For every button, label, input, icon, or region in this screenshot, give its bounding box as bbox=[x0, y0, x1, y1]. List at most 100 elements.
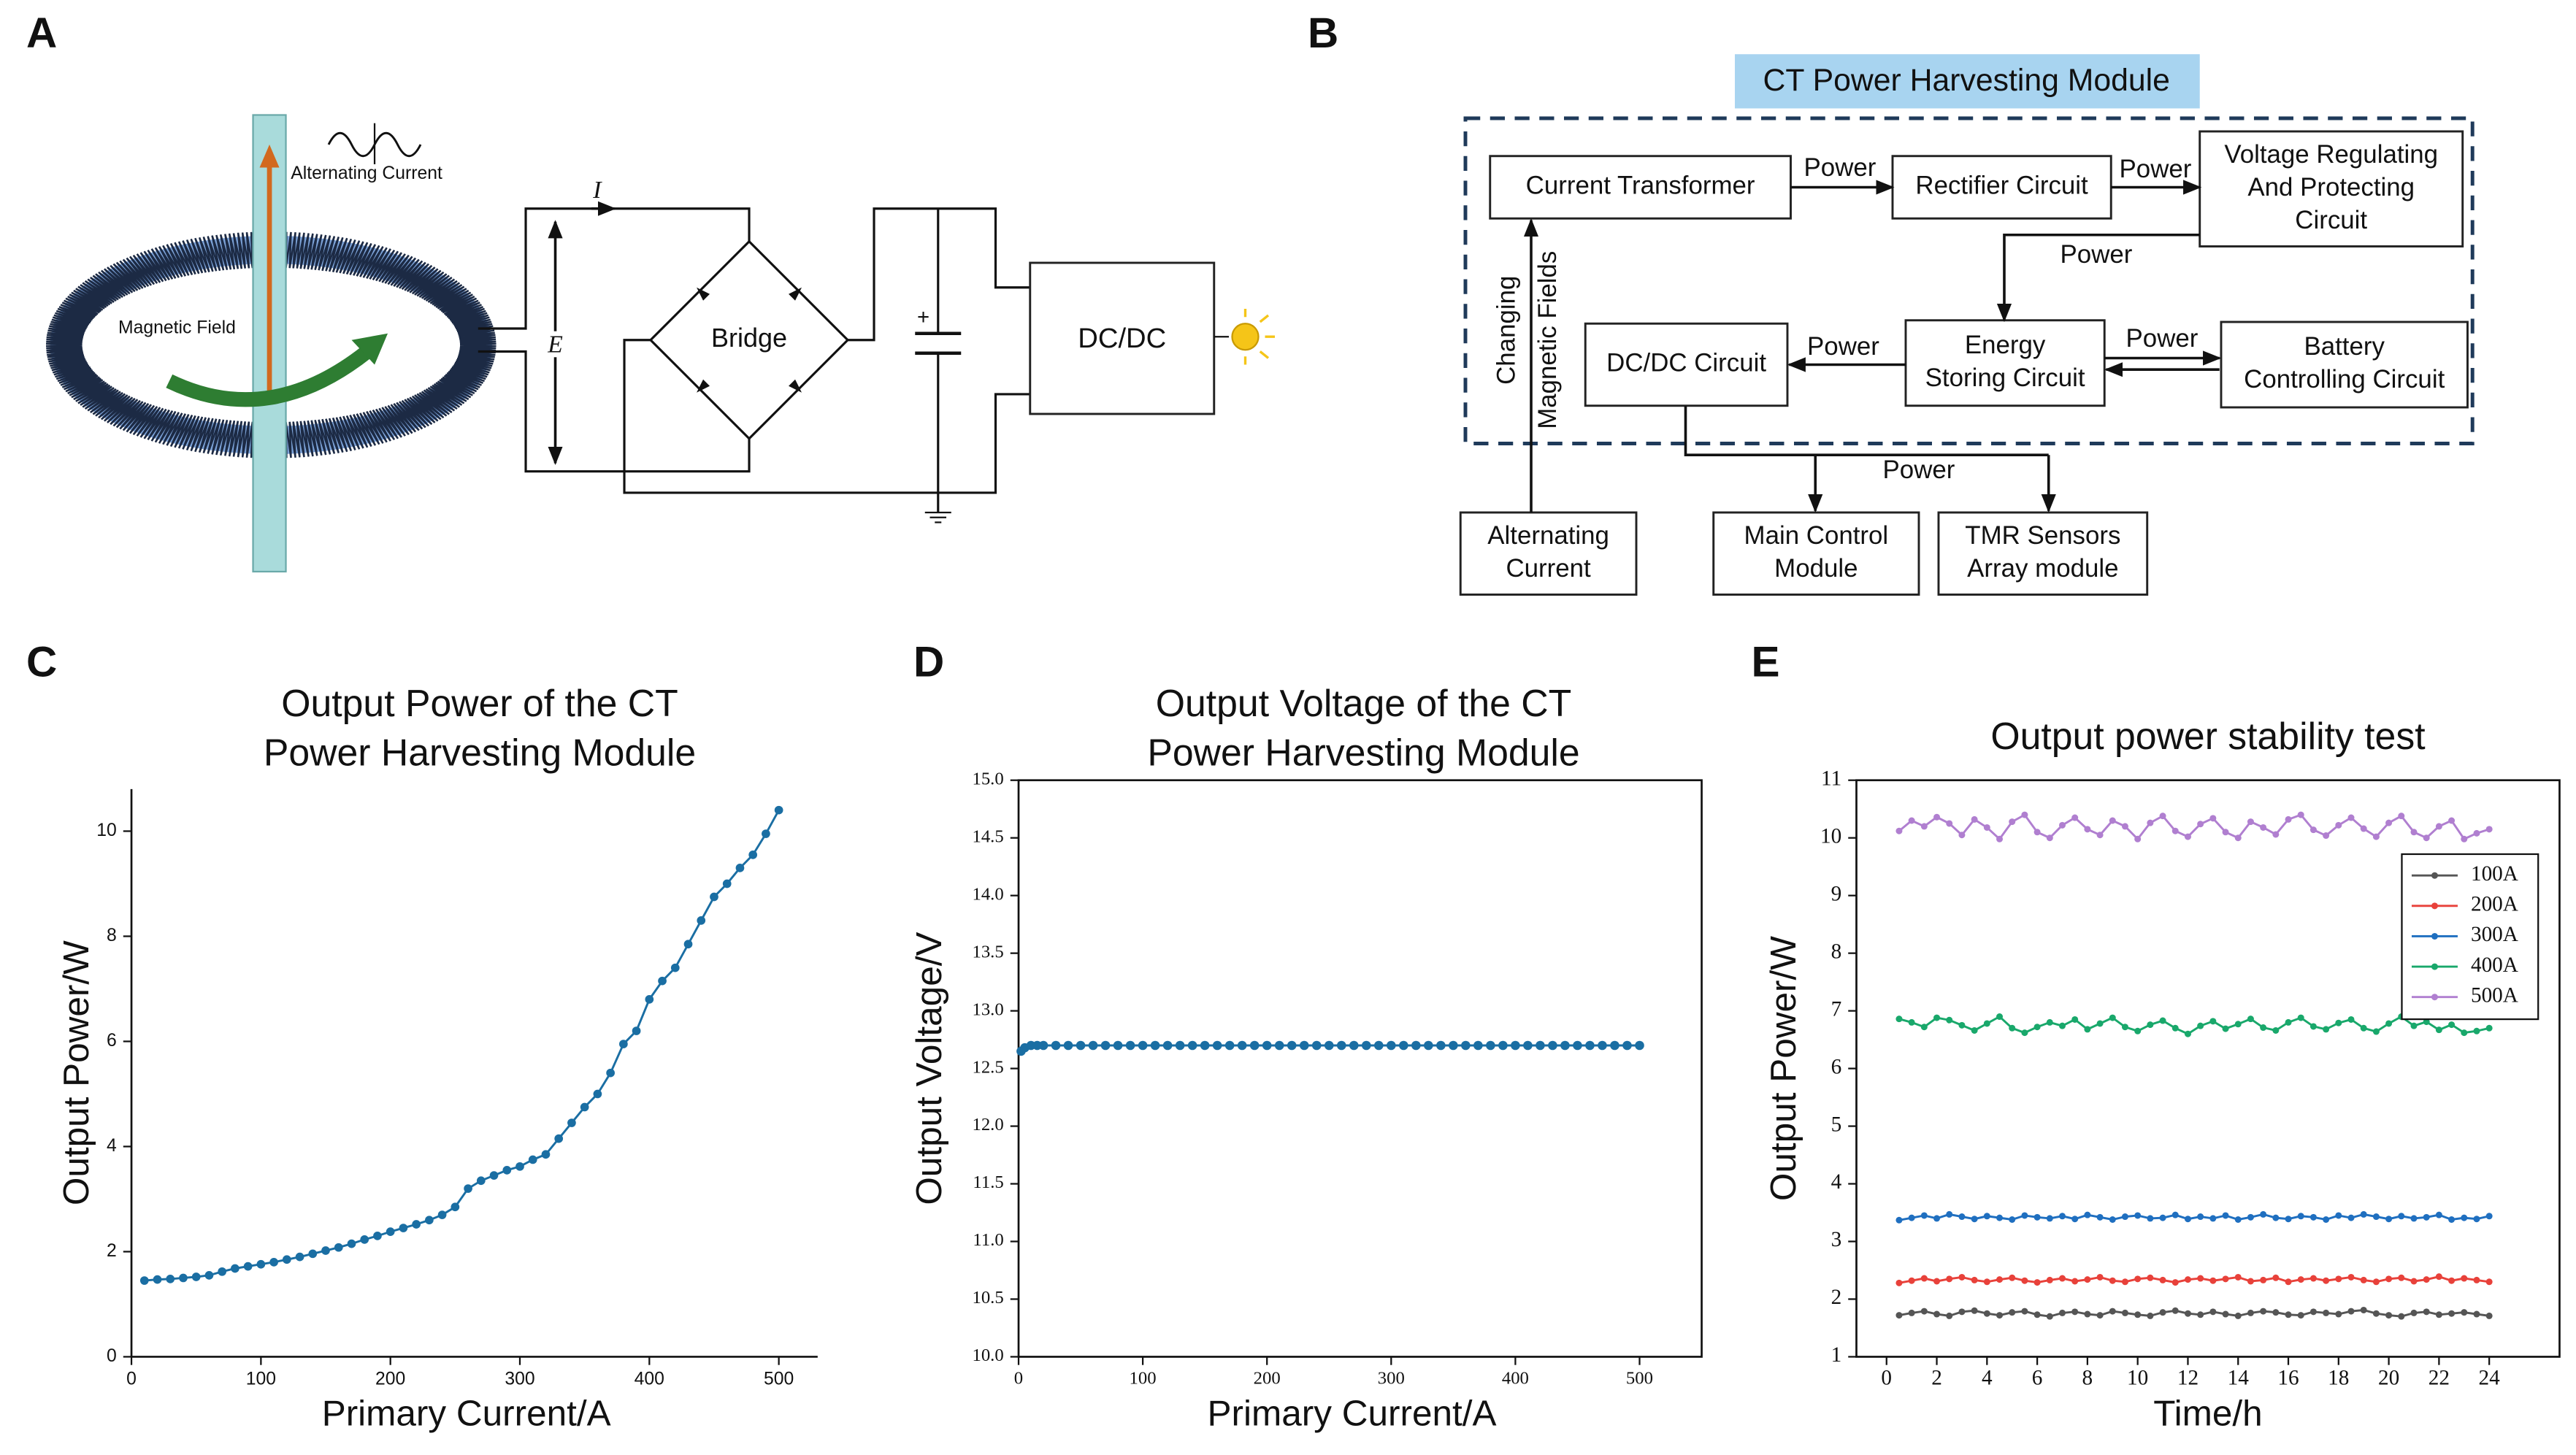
data-point bbox=[334, 1243, 343, 1252]
bulb bbox=[1231, 323, 1260, 351]
data-point bbox=[528, 1155, 537, 1164]
data-point bbox=[1946, 820, 1953, 827]
data-point bbox=[1635, 1040, 1644, 1051]
data-point bbox=[735, 864, 745, 872]
data-point bbox=[658, 976, 667, 986]
data-point bbox=[2033, 1311, 2041, 1318]
data-point bbox=[1908, 1214, 1915, 1221]
node-label: Current Transformer bbox=[1526, 172, 1755, 200]
module-boundary bbox=[1463, 116, 2475, 445]
legend-label: 200A bbox=[2471, 893, 2518, 916]
edge bbox=[1996, 233, 2200, 323]
data-point bbox=[502, 1166, 512, 1175]
data-point bbox=[2046, 1018, 2053, 1026]
data-point bbox=[2121, 1309, 2128, 1316]
edge-label: Power bbox=[1883, 456, 1955, 484]
data-point bbox=[2473, 1216, 2480, 1223]
edge-label: Power bbox=[1804, 153, 1877, 182]
data-point bbox=[1920, 823, 1928, 830]
data-point bbox=[2147, 1312, 2154, 1319]
data-point bbox=[2234, 1021, 2242, 1028]
data-point bbox=[2147, 819, 2154, 826]
edge bbox=[1684, 405, 2049, 457]
x-tick-label: 2 bbox=[1931, 1367, 1942, 1390]
data-point bbox=[1088, 1040, 1098, 1051]
panel-letter: B bbox=[1308, 9, 1338, 57]
data-point bbox=[2385, 1275, 2393, 1283]
data-point bbox=[2335, 1275, 2342, 1283]
data-point bbox=[1038, 1040, 1049, 1051]
data-point bbox=[2084, 1276, 2091, 1283]
x-tick-label: 0 bbox=[1881, 1367, 1892, 1390]
data-point bbox=[762, 829, 770, 838]
y-tick-label: 13.0 bbox=[972, 999, 1003, 1019]
data-point bbox=[1983, 1020, 1990, 1027]
data-point bbox=[1958, 1021, 1966, 1029]
legend-marker bbox=[2431, 902, 2438, 910]
data-point bbox=[1958, 1273, 1966, 1281]
y-tick-label: 5 bbox=[1831, 1113, 1842, 1136]
x-axis-label: Time/h bbox=[2153, 1394, 2262, 1434]
data-point bbox=[2209, 1308, 2217, 1316]
dcdc-label: DC/DC bbox=[1078, 323, 1166, 354]
legend-marker bbox=[2431, 872, 2438, 879]
edge-label: Power bbox=[2126, 324, 2199, 353]
panel-letter: A bbox=[26, 9, 57, 57]
node-box bbox=[1891, 155, 2112, 220]
data-point bbox=[489, 1171, 499, 1180]
data-point bbox=[1895, 1016, 1903, 1023]
data-point bbox=[1336, 1040, 1346, 1051]
y-tick-label: 10.5 bbox=[972, 1288, 1003, 1308]
data-point bbox=[2009, 1024, 2016, 1032]
side-label: Changing bbox=[1492, 276, 1521, 385]
data-point bbox=[1895, 827, 1903, 834]
data-point bbox=[2071, 814, 2079, 821]
x-tick-label: 300 bbox=[505, 1369, 534, 1389]
x-tick-label: 8 bbox=[2082, 1367, 2093, 1390]
data-point bbox=[153, 1275, 162, 1284]
data-point bbox=[2309, 826, 2317, 834]
data-point bbox=[1224, 1040, 1235, 1051]
data-point bbox=[1971, 1276, 1978, 1283]
data-point bbox=[1958, 1308, 1966, 1316]
data-point bbox=[2473, 1276, 2480, 1283]
data-point bbox=[2209, 1018, 2217, 1025]
data-point bbox=[1996, 835, 2004, 842]
data-point bbox=[2046, 1313, 2053, 1320]
data-point bbox=[2448, 1021, 2456, 1029]
data-point bbox=[2410, 829, 2418, 836]
data-point bbox=[2184, 1276, 2191, 1283]
data-point bbox=[1946, 1312, 1953, 1319]
data-point bbox=[1585, 1040, 1595, 1051]
data-point bbox=[2360, 1210, 2367, 1218]
data-point bbox=[2159, 1276, 2166, 1283]
data-point bbox=[321, 1246, 330, 1255]
voltage-symbol: E bbox=[547, 331, 563, 358]
y-tick-label: 15.0 bbox=[972, 769, 1003, 788]
data-point bbox=[2197, 1311, 2204, 1318]
legend-label: 500A bbox=[2471, 983, 2518, 1007]
data-point bbox=[2134, 1275, 2142, 1283]
data-point bbox=[2121, 1024, 2128, 1031]
x-tick-label: 200 bbox=[375, 1369, 405, 1389]
node-label: Energy bbox=[1965, 331, 2046, 359]
data-point bbox=[1548, 1040, 1557, 1051]
data-point bbox=[2109, 1308, 2116, 1315]
edge-label: Power bbox=[2120, 155, 2192, 183]
data-point bbox=[541, 1150, 551, 1159]
data-point bbox=[2084, 1310, 2091, 1318]
data-point bbox=[166, 1275, 175, 1283]
data-point bbox=[2096, 1020, 2104, 1027]
data-point bbox=[710, 892, 718, 902]
data-point bbox=[1187, 1040, 1197, 1051]
data-point bbox=[2335, 1019, 2342, 1026]
charts: C Output Power of the CT Power Harvesting … bbox=[26, 639, 2561, 1434]
node-label: DC/DC Circuit bbox=[1606, 349, 1766, 377]
data-point bbox=[1996, 1276, 2004, 1283]
data-point bbox=[2033, 829, 2041, 836]
data-point bbox=[2297, 1276, 2304, 1283]
y-tick-label: 9 bbox=[1831, 882, 1842, 905]
data-point bbox=[2058, 1022, 2066, 1029]
data-point bbox=[451, 1202, 460, 1212]
node-label: Controlling Circuit bbox=[2244, 365, 2445, 393]
